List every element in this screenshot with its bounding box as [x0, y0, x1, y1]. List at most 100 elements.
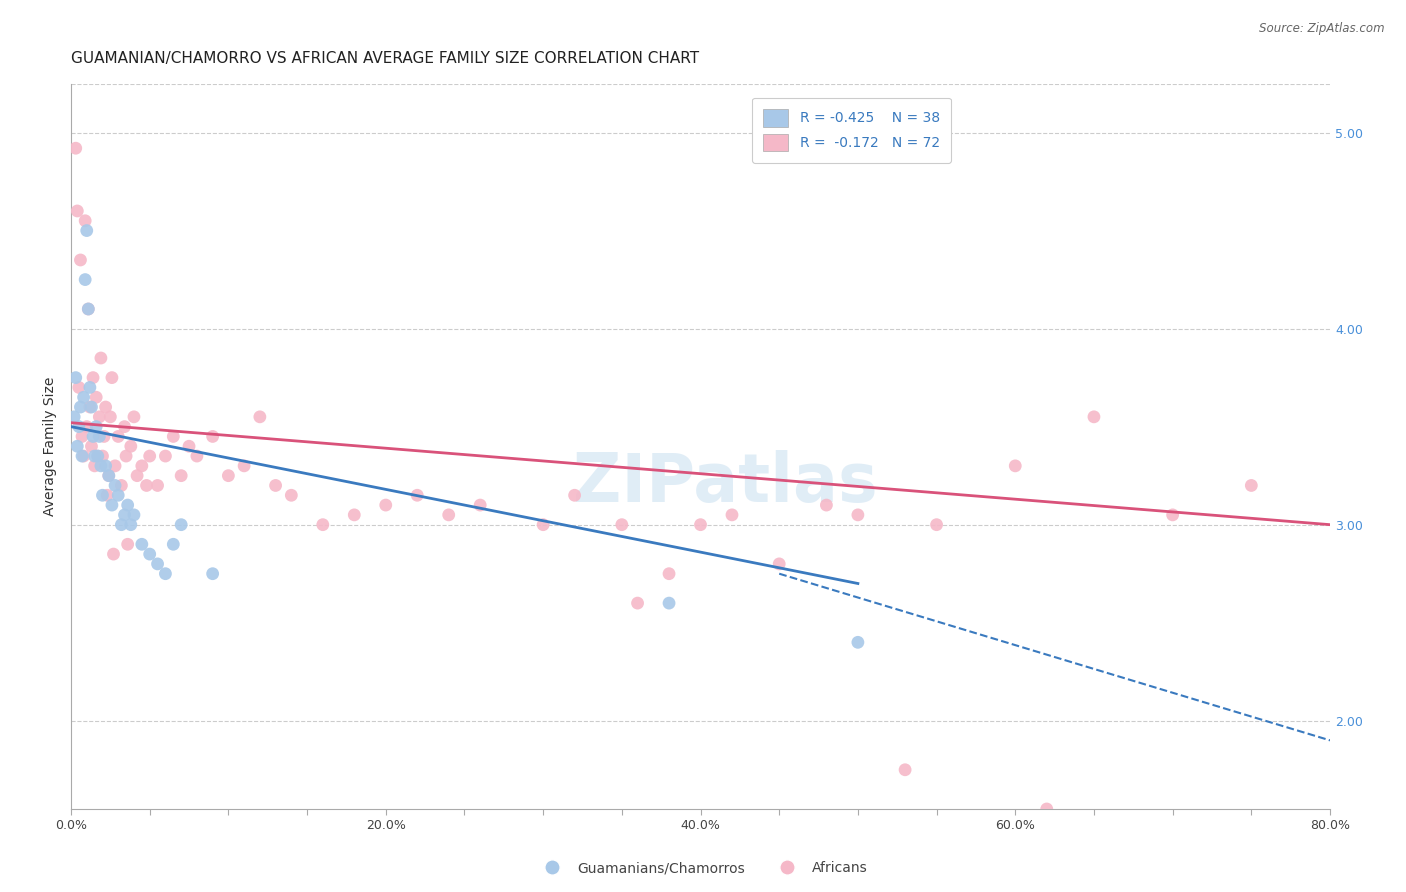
- Point: [312, 517, 335, 532]
- Point: [67, 419, 90, 434]
- Point: [83, 449, 105, 463]
- Point: [101, 498, 124, 512]
- Point: [280, 488, 302, 502]
- Point: [131, 537, 153, 551]
- Point: [103, 547, 125, 561]
- Point: [87, 449, 110, 463]
- Point: [768, 557, 790, 571]
- Point: [87, 449, 110, 463]
- Point: [72, 449, 94, 463]
- Point: [110, 517, 132, 532]
- Point: [233, 458, 256, 473]
- Point: [72, 390, 94, 404]
- Point: [122, 409, 145, 424]
- Point: [177, 439, 200, 453]
- Point: [170, 468, 193, 483]
- Point: [82, 429, 104, 443]
- Point: [97, 468, 120, 483]
- Y-axis label: Average Family Size: Average Family Size: [44, 376, 58, 516]
- Point: [89, 409, 111, 424]
- Point: [127, 468, 149, 483]
- Point: [146, 557, 169, 571]
- Point: [97, 468, 120, 483]
- Point: [437, 508, 460, 522]
- Point: [69, 400, 91, 414]
- Point: [138, 449, 160, 463]
- Point: [75, 213, 97, 227]
- Point: [65, 370, 87, 384]
- Point: [114, 419, 136, 434]
- Point: [146, 478, 169, 492]
- Point: [610, 517, 633, 532]
- Point: [1035, 802, 1057, 816]
- Point: [115, 449, 138, 463]
- Point: [217, 468, 239, 483]
- Point: [104, 458, 127, 473]
- Point: [846, 635, 869, 649]
- Point: [531, 517, 554, 532]
- Point: [76, 223, 98, 237]
- Point: [120, 517, 142, 532]
- Point: [83, 458, 105, 473]
- Point: [170, 517, 193, 532]
- Point: [135, 478, 157, 492]
- Point: [66, 439, 89, 453]
- Point: [66, 204, 89, 219]
- Point: [689, 517, 711, 532]
- Point: [79, 380, 101, 394]
- Point: [114, 508, 136, 522]
- Point: [84, 390, 107, 404]
- Point: [82, 370, 104, 384]
- Point: [406, 488, 429, 502]
- Point: [117, 498, 139, 512]
- Point: [91, 488, 114, 502]
- Point: [70, 449, 93, 463]
- Point: [1161, 508, 1184, 522]
- Point: [201, 429, 224, 443]
- Point: [117, 537, 139, 551]
- Point: [162, 537, 184, 551]
- Point: [155, 566, 177, 581]
- Text: GUAMANIAN/CHAMORRO VS AFRICAN AVERAGE FAMILY SIZE CORRELATION CHART: GUAMANIAN/CHAMORRO VS AFRICAN AVERAGE FA…: [72, 51, 699, 66]
- Point: [201, 566, 224, 581]
- Point: [658, 596, 681, 610]
- Point: [925, 517, 948, 532]
- Point: [94, 400, 117, 414]
- Point: [75, 272, 97, 286]
- Point: [89, 429, 111, 443]
- Point: [93, 429, 115, 443]
- Point: [120, 439, 142, 453]
- Point: [90, 351, 112, 365]
- Point: [76, 419, 98, 434]
- Point: [70, 429, 93, 443]
- Point: [96, 488, 118, 502]
- Point: [107, 429, 129, 443]
- Point: [122, 508, 145, 522]
- Point: [77, 301, 100, 316]
- Point: [94, 458, 117, 473]
- Point: [564, 488, 586, 502]
- Point: [91, 449, 114, 463]
- Point: [846, 508, 869, 522]
- Point: [264, 478, 287, 492]
- Legend: R = -0.425    N = 38, R =  -0.172   N = 72: R = -0.425 N = 38, R = -0.172 N = 72: [752, 98, 950, 162]
- Point: [343, 508, 366, 522]
- Point: [107, 488, 129, 502]
- Point: [69, 252, 91, 267]
- Point: [104, 478, 127, 492]
- Point: [186, 449, 208, 463]
- Point: [470, 498, 492, 512]
- Point: [249, 409, 271, 424]
- Point: [138, 547, 160, 561]
- Point: [374, 498, 396, 512]
- Text: ZIPatlas: ZIPatlas: [574, 450, 877, 516]
- Point: [155, 449, 177, 463]
- Point: [65, 141, 87, 155]
- Point: [77, 301, 100, 316]
- Point: [110, 478, 132, 492]
- Point: [79, 400, 101, 414]
- Point: [815, 498, 838, 512]
- Text: Source: ZipAtlas.com: Source: ZipAtlas.com: [1260, 22, 1385, 36]
- Point: [80, 439, 103, 453]
- Point: [1004, 458, 1026, 473]
